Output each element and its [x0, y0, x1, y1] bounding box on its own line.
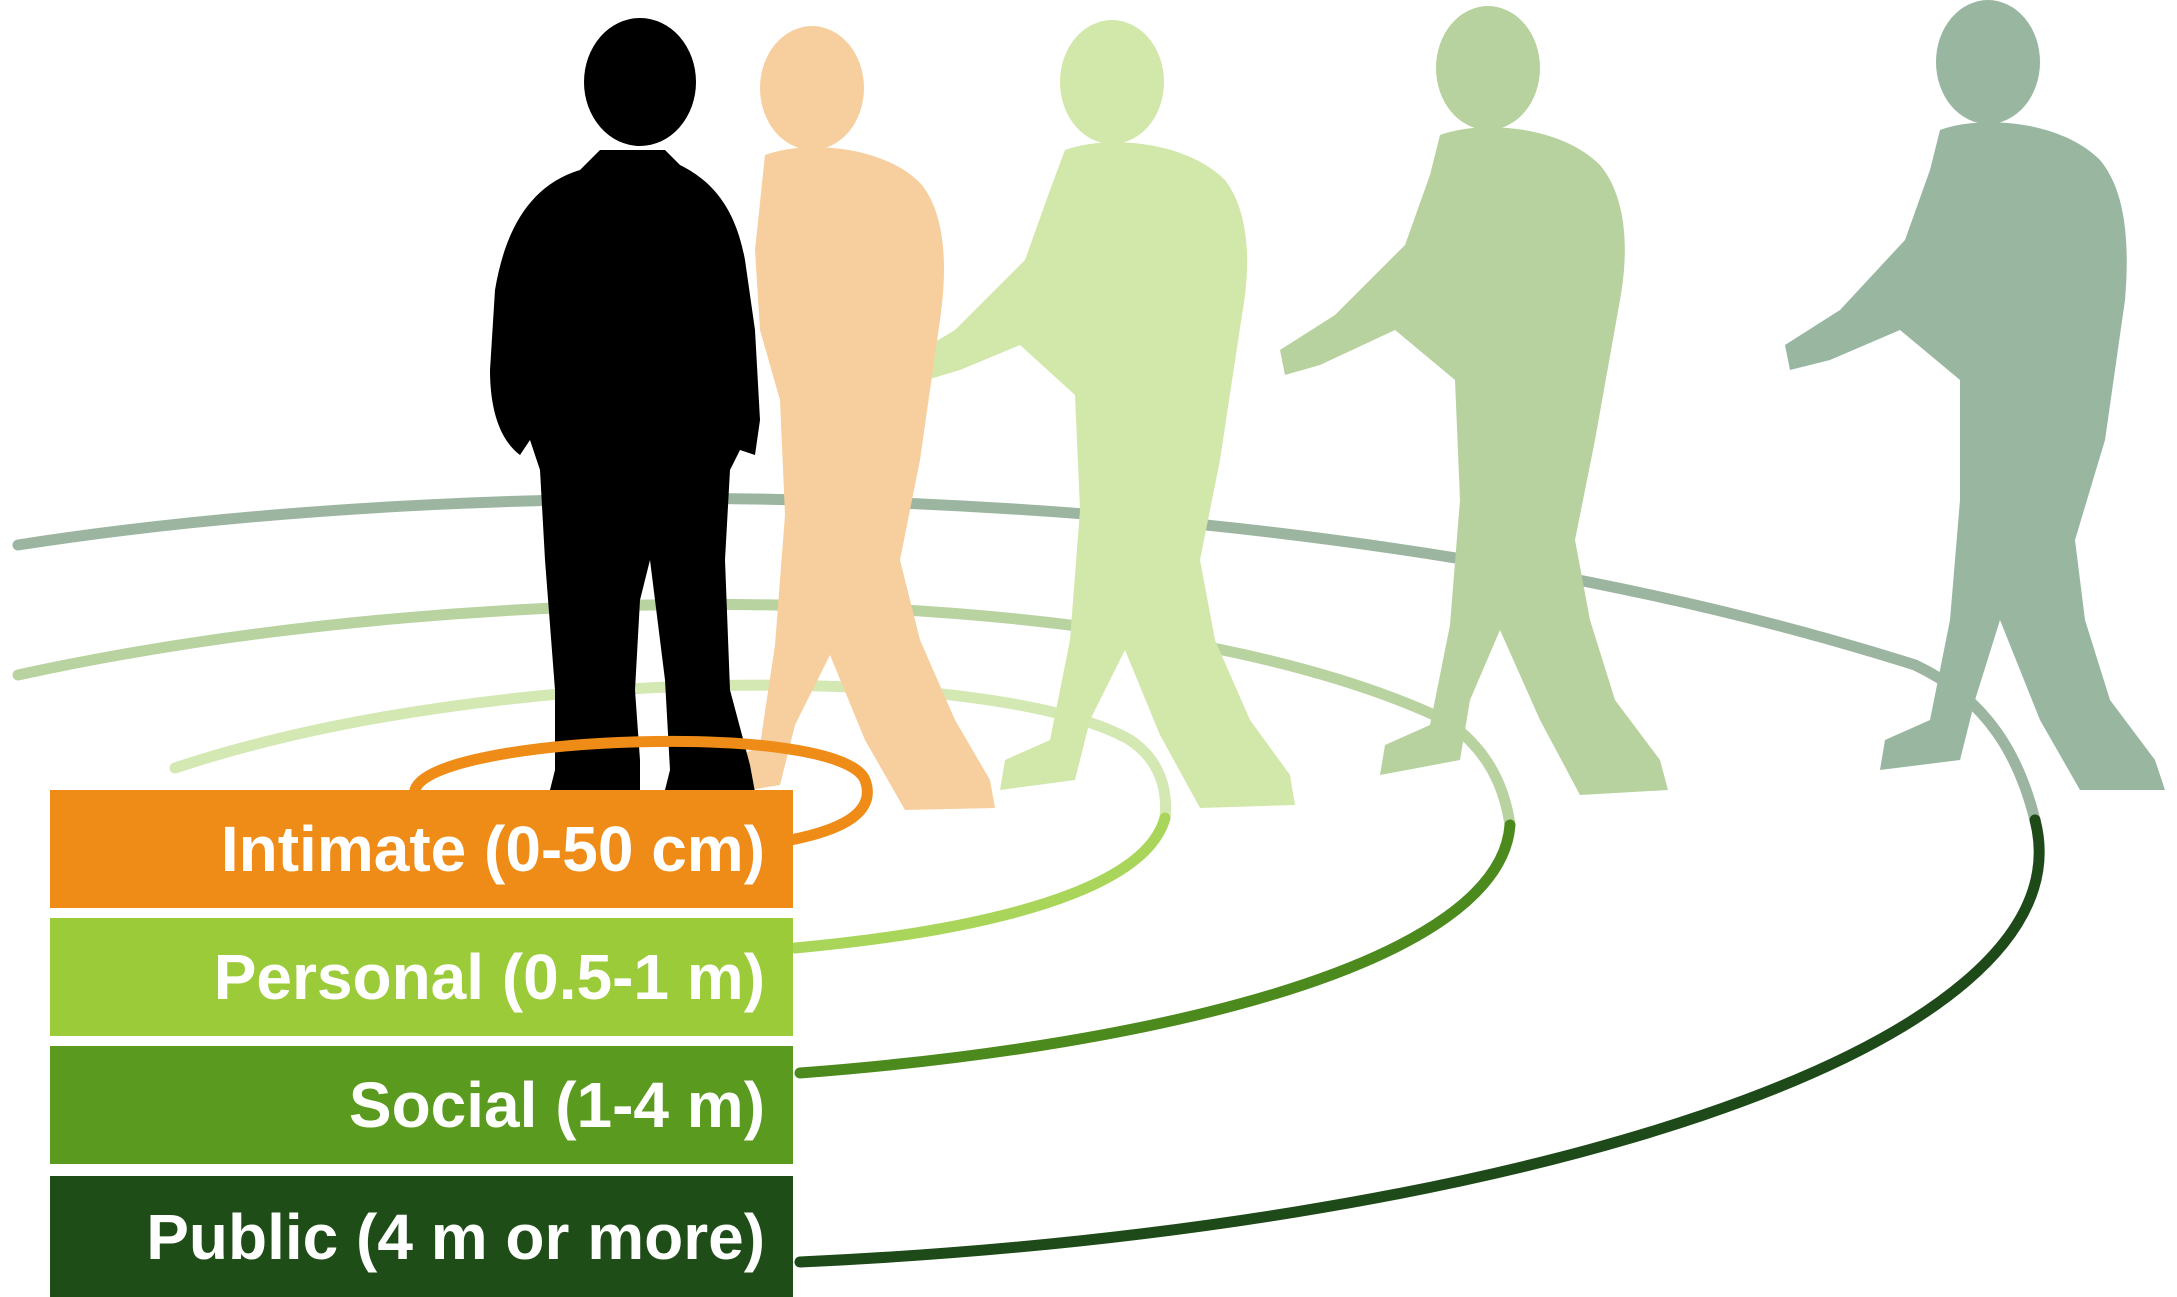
center-person-silhouette: [490, 18, 760, 792]
zone-label-personal-text: Personal (0.5-1 m): [213, 941, 765, 1013]
zone-label-personal: Personal (0.5-1 m): [50, 918, 793, 1036]
public-ring-front: [794, 814, 2045, 1268]
zone-label-social: Social (1-4 m): [50, 1046, 793, 1164]
ring-front-arcs: [409, 735, 2045, 1268]
zone-label-intimate-text: Intimate (0-50 cm): [220, 813, 765, 885]
personal-walker-silhouette: [905, 20, 1295, 808]
public-ring-back: [12, 493, 2041, 826]
zone-label-public: Public (4 m or more): [50, 1176, 793, 1297]
social-ring-back: [12, 598, 1516, 831]
intimate-walker-silhouette: [720, 26, 995, 810]
personal-ring-front: [789, 812, 1171, 954]
figures: [490, 0, 2165, 810]
public-walker-silhouette: [1785, 0, 2165, 790]
zone-label-public-text: Public (4 m or more): [146, 1200, 765, 1273]
social-walker-silhouette: [1280, 6, 1668, 795]
zone-label-social-text: Social (1-4 m): [348, 1069, 765, 1141]
zone-label-intimate: Intimate (0-50 cm): [50, 790, 793, 908]
social-ring-front: [794, 819, 1516, 1079]
intimate-ring: [409, 735, 873, 848]
